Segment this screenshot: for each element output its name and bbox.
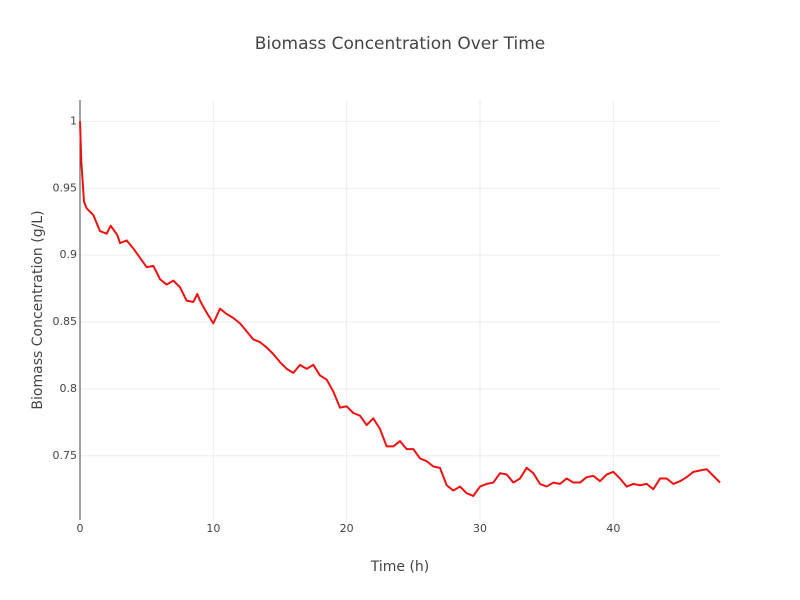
x-axis-title: Time (h): [370, 559, 430, 575]
y-tick-label: 0.75: [53, 449, 78, 462]
x-tick-label: 10: [206, 522, 220, 535]
chart-title: Biomass Concentration Over Time: [255, 34, 545, 54]
y-tick-label: 0.9: [60, 248, 78, 261]
x-tick-label: 0: [77, 522, 84, 535]
y-tick-label: 1: [70, 114, 77, 127]
x-tick-label: 30: [473, 522, 487, 535]
line: [79, 121, 721, 497]
y-axis-title: Biomass Concentration (g/L): [30, 210, 46, 409]
y-tick-label: 0.85: [53, 315, 78, 328]
y-tick-label: 0.95: [53, 181, 78, 194]
x-tick-label: 20: [340, 522, 354, 535]
y-tick-label: 0.8: [60, 382, 78, 395]
x-tick-label: 40: [606, 522, 620, 535]
